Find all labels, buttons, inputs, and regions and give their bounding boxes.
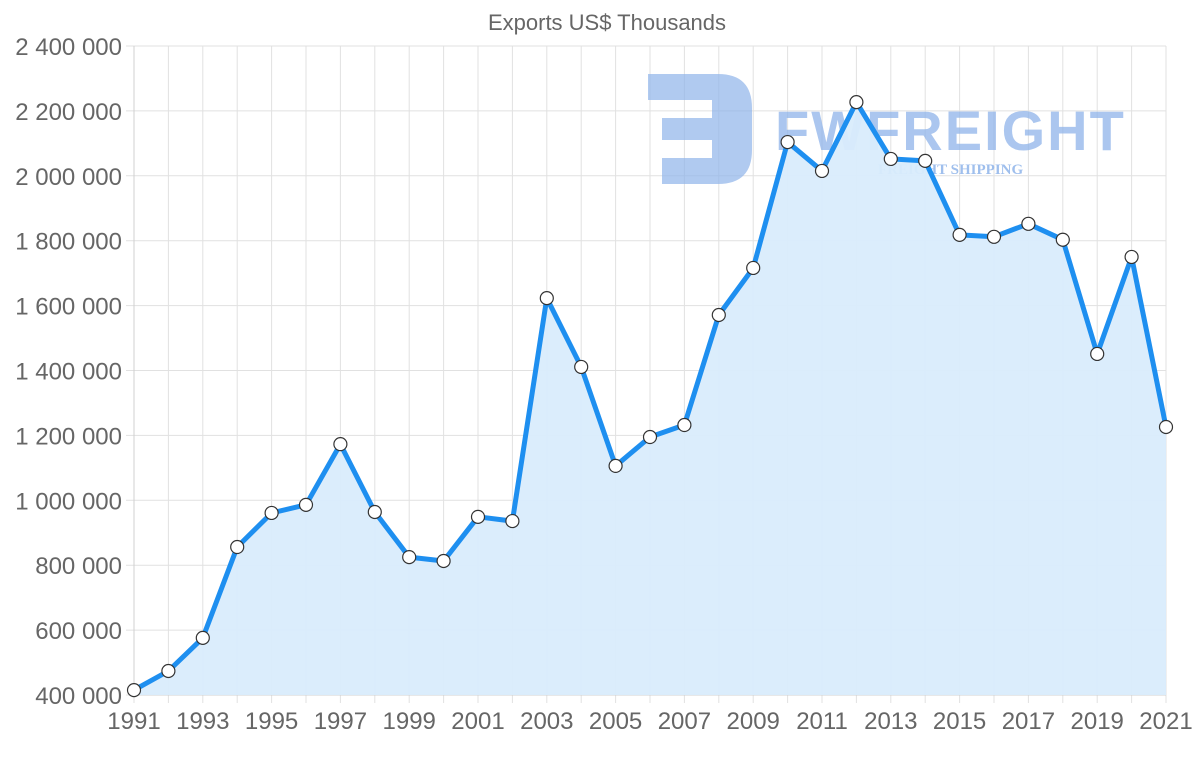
x-tick-label: 1995 bbox=[245, 708, 298, 735]
y-tick-label: 2 400 000 bbox=[15, 34, 122, 61]
data-point[interactable] bbox=[298, 497, 314, 512]
data-point[interactable] bbox=[952, 227, 967, 242]
y-tick-label: 2 200 000 bbox=[15, 99, 122, 126]
x-tick-label: 1999 bbox=[383, 708, 436, 735]
x-tick-label: 2005 bbox=[589, 708, 642, 735]
x-tick-label: 2017 bbox=[1002, 708, 1055, 735]
y-tick-label: 2 000 000 bbox=[15, 164, 122, 191]
watermark-brand: FWFREIGHT bbox=[775, 99, 1126, 162]
y-tick-label: 1 600 000 bbox=[15, 294, 122, 321]
data-point[interactable] bbox=[986, 229, 1002, 244]
y-tick-label: 600 000 bbox=[35, 618, 122, 645]
data-point[interactable] bbox=[539, 291, 554, 306]
data-point[interactable] bbox=[883, 151, 898, 167]
x-tick-label: 2015 bbox=[933, 708, 986, 735]
x-tick-label: 2001 bbox=[451, 708, 504, 735]
x-tick-label: 2011 bbox=[796, 708, 848, 735]
x-tick-label: 2007 bbox=[658, 708, 711, 735]
data-point[interactable] bbox=[1021, 216, 1036, 231]
y-tick-label: 1 400 000 bbox=[15, 359, 122, 386]
data-point[interactable] bbox=[642, 429, 658, 445]
data-point[interactable] bbox=[1158, 419, 1174, 435]
data-point[interactable] bbox=[814, 163, 830, 179]
x-tick-label: 2021 bbox=[1139, 708, 1192, 735]
data-point[interactable] bbox=[918, 153, 933, 168]
data-point[interactable] bbox=[1090, 346, 1105, 362]
x-tick-label: 1993 bbox=[176, 708, 229, 735]
y-axis-ticks: 400 000 600 000 800 000 1 000 000 1 200 000 1… bbox=[15, 34, 122, 710]
x-tick-label: 2013 bbox=[864, 708, 917, 735]
y-tick-label: 400 000 bbox=[35, 683, 122, 710]
data-point[interactable] bbox=[436, 553, 451, 569]
data-point[interactable] bbox=[367, 504, 382, 520]
data-point[interactable] bbox=[195, 630, 210, 645]
data-point[interactable] bbox=[711, 307, 726, 323]
fw-logo-icon bbox=[648, 74, 752, 184]
x-tick-label: 1997 bbox=[314, 708, 367, 735]
y-tick-label: 800 000 bbox=[35, 553, 122, 580]
data-point[interactable] bbox=[677, 417, 692, 433]
data-point[interactable] bbox=[1055, 232, 1070, 247]
y-tick-label: 1 800 000 bbox=[15, 229, 122, 256]
x-tick-label: 2003 bbox=[520, 708, 573, 735]
data-point[interactable] bbox=[230, 539, 245, 555]
data-point[interactable] bbox=[780, 134, 795, 150]
data-point[interactable] bbox=[161, 663, 176, 679]
x-tick-label: 2009 bbox=[727, 708, 780, 735]
data-points bbox=[126, 95, 1174, 698]
area-fill bbox=[134, 102, 1166, 696]
data-point[interactable] bbox=[849, 95, 864, 110]
data-point[interactable] bbox=[505, 513, 520, 529]
data-point[interactable] bbox=[333, 437, 348, 452]
data-point[interactable] bbox=[608, 458, 623, 474]
data-point[interactable] bbox=[264, 505, 279, 521]
chart-title: Exports US$ Thousands bbox=[488, 10, 726, 35]
y-tick-label: 1 000 000 bbox=[15, 488, 122, 515]
data-point[interactable] bbox=[1124, 249, 1139, 265]
data-point[interactable] bbox=[402, 549, 417, 565]
x-tick-label: 2019 bbox=[1071, 708, 1124, 735]
data-point[interactable] bbox=[126, 683, 142, 698]
x-tick-label: 1991 bbox=[107, 708, 160, 735]
x-axis-ticks: 1991 1993 1995 1997 1999 2001 2003 2005 2007 2009… bbox=[107, 708, 1192, 735]
data-point[interactable] bbox=[470, 509, 486, 524]
y-tick-label: 1 200 000 bbox=[15, 423, 122, 450]
data-point[interactable] bbox=[746, 260, 761, 276]
data-point[interactable] bbox=[574, 359, 589, 375]
